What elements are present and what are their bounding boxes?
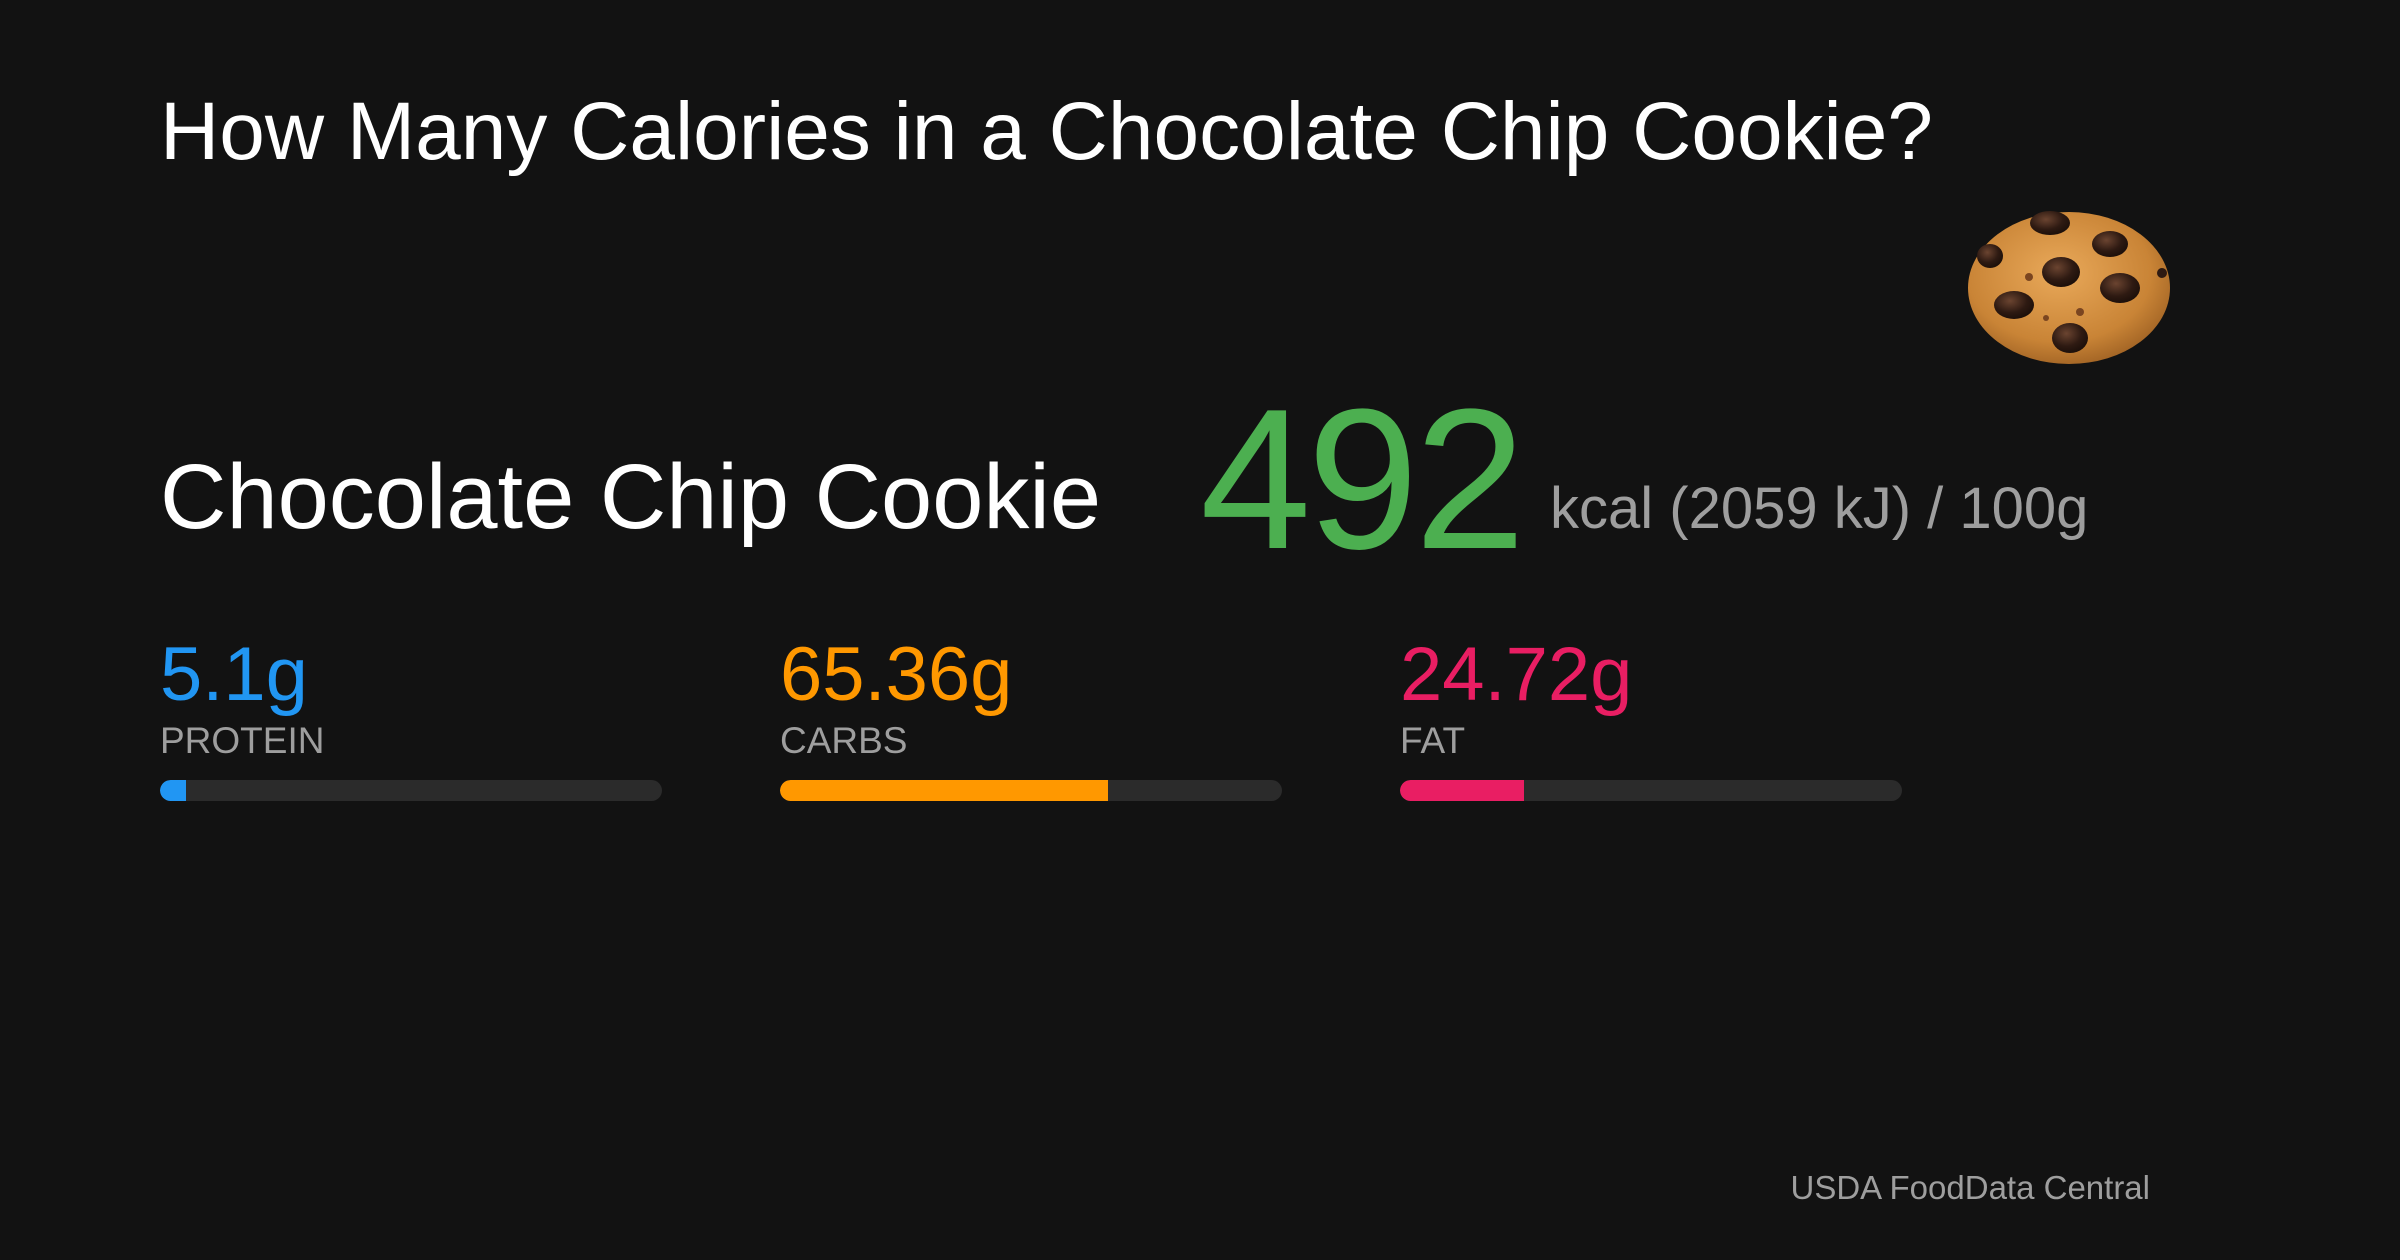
macro-label: CARBS — [780, 720, 908, 761]
macro-value: 65.36g — [780, 632, 1013, 717]
macro-value: 24.72g — [1400, 632, 1633, 717]
progress-fill — [1400, 780, 1525, 801]
progress-track — [780, 780, 1282, 801]
food-name: Chocolate Chip Cookie — [160, 446, 1101, 548]
progress-fill — [780, 780, 1109, 801]
source-credit: USDA FoodData Central — [1790, 1169, 2150, 1206]
macro-protein: 5.1g PROTEIN — [160, 630, 662, 805]
kcal-unit: kcal (2059 kJ) / 100g — [1550, 476, 2089, 541]
macro-label: FAT — [1400, 720, 1466, 761]
macro-fat: 24.72g FAT — [1400, 630, 1902, 805]
cookie-icon — [1968, 211, 2170, 364]
kcal-value: 492 — [1200, 368, 1526, 591]
macro-label: PROTEIN — [160, 720, 325, 761]
macro-value: 5.1g — [160, 632, 308, 717]
progress-track — [160, 780, 662, 801]
macro-carbs: 65.36g CARBS — [780, 630, 1282, 805]
progress-track — [1400, 780, 1902, 801]
page-title: How Many Calories in a Chocolate Chip Co… — [160, 86, 1933, 177]
progress-fill — [160, 780, 186, 801]
